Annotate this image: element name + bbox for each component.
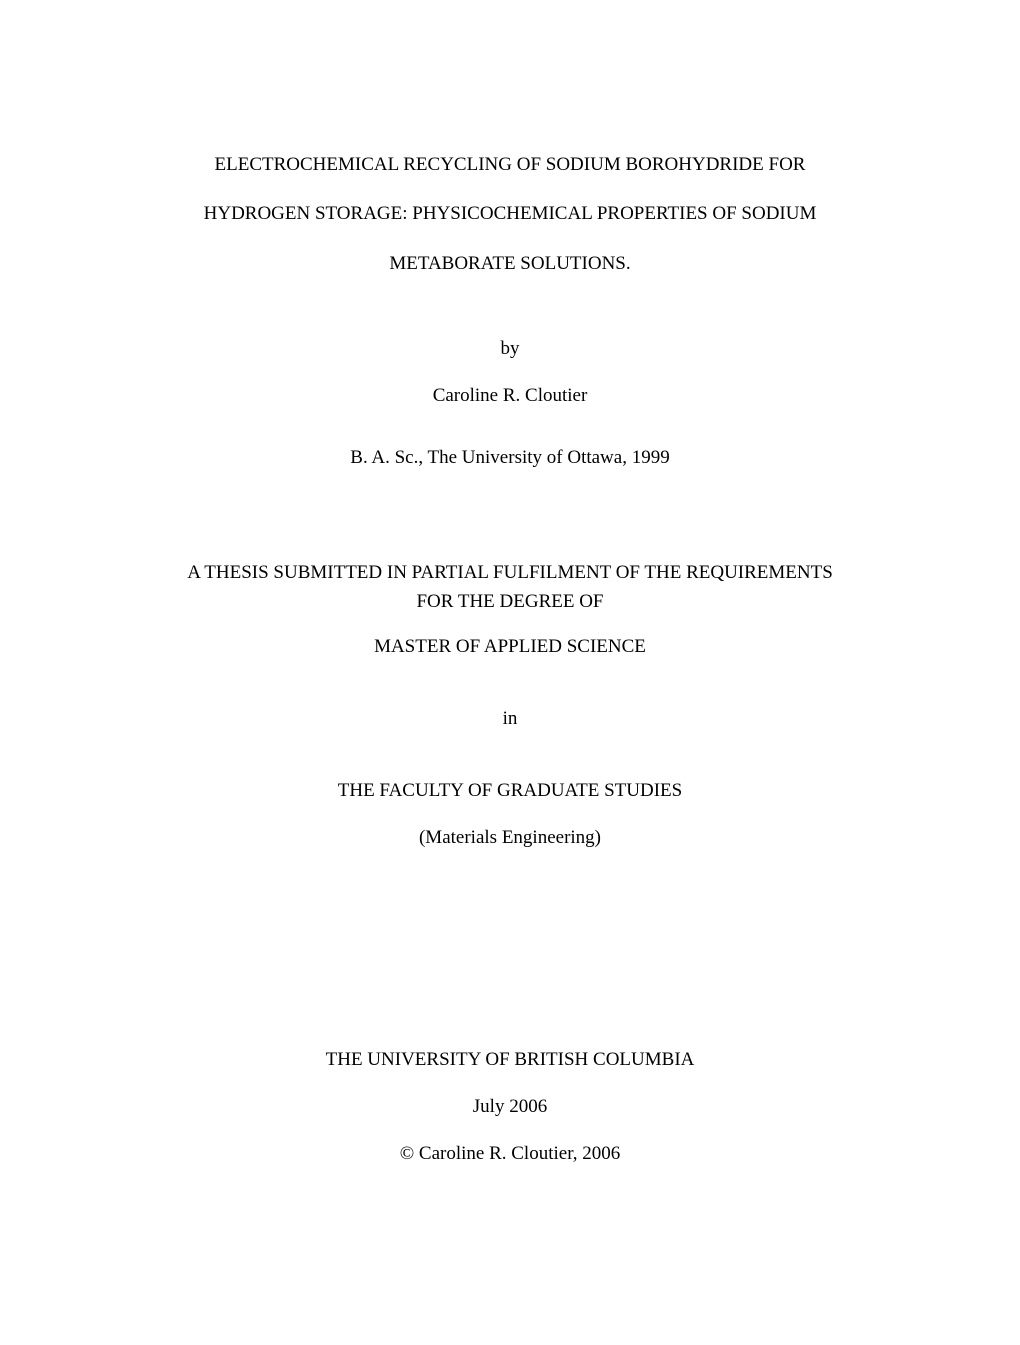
thesis-statement-line-2: FOR THE DEGREE OF: [187, 588, 833, 617]
prior-degree: B. A. Sc., The University of Ottawa, 199…: [350, 447, 669, 469]
thesis-statement-line-1: A THESIS SUBMITTED IN PARTIAL FULFILMENT…: [187, 559, 833, 588]
copyright-notice: © Caroline R. Cloutier, 2006: [100, 1143, 920, 1165]
in-label: in: [503, 708, 518, 730]
title-line-1: ELECTROCHEMICAL RECYCLING OF SODIUM BORO…: [204, 140, 817, 189]
program-name: (Materials Engineering): [419, 827, 601, 849]
degree-name: MASTER OF APPLIED SCIENCE: [374, 636, 646, 658]
faculty-name: THE FACULTY OF GRADUATE STUDIES: [338, 780, 682, 802]
author-name: Caroline R. Cloutier: [433, 385, 588, 407]
by-label: by: [501, 338, 520, 360]
thesis-date: July 2006: [100, 1096, 920, 1118]
thesis-title-page: ELECTROCHEMICAL RECYCLING OF SODIUM BORO…: [100, 140, 920, 849]
title-line-3: METABORATE SOLUTIONS.: [204, 239, 817, 288]
university-name: THE UNIVERSITY OF BRITISH COLUMBIA: [100, 1049, 920, 1071]
footer-block: THE UNIVERSITY OF BRITISH COLUMBIA July …: [100, 1049, 920, 1165]
thesis-statement: A THESIS SUBMITTED IN PARTIAL FULFILMENT…: [187, 559, 833, 616]
title-line-2: HYDROGEN STORAGE: PHYSICOCHEMICAL PROPER…: [204, 189, 817, 238]
thesis-title: ELECTROCHEMICAL RECYCLING OF SODIUM BORO…: [204, 140, 817, 288]
